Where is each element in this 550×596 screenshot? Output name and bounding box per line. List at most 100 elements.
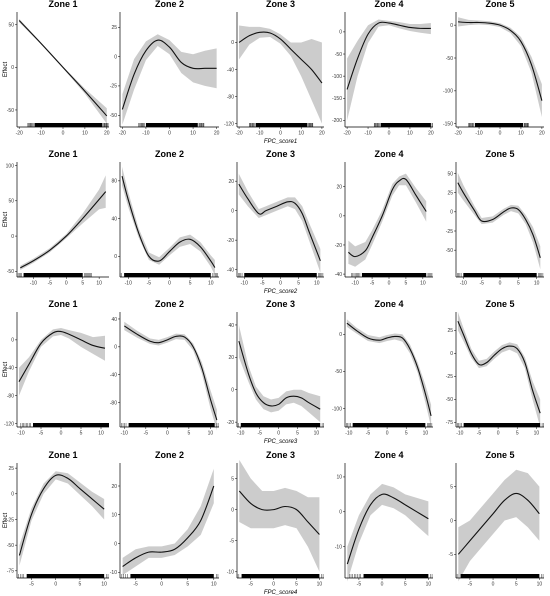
y-axis-label: Effect — [3, 212, 9, 228]
panel-3-3: Zone 3 -10 -5 0 5 10 40 20 0 -20 — [227, 299, 324, 437]
panel-3-2: Zone 2 -10 -5 0 5 10 40 0 -40 -80 — [110, 299, 219, 437]
y-tick-label: -40 — [335, 272, 342, 278]
panel-1-5: Zone 5-20 -10 0 10 200-50-100-150 — [443, 0, 545, 137]
rug-marks — [128, 423, 215, 427]
x-tick-label: 10 — [98, 431, 104, 437]
x-axis-label: FPC_score1 — [264, 139, 297, 145]
x-tick-label: 20 — [319, 131, 325, 137]
x-tick-label: -5 — [48, 281, 53, 287]
x-tick-label: 0 — [388, 131, 391, 137]
x-tick-label: 10 — [96, 281, 102, 287]
y-tick-label: -75 — [446, 420, 453, 426]
x-tick-label: 10 — [314, 431, 320, 437]
y-tick-label: -75 — [7, 569, 14, 575]
rug-marks — [474, 123, 524, 127]
panel-title: Zone 1 — [48, 450, 77, 460]
rug-marks — [352, 423, 426, 427]
panel-title: Zone 3 — [266, 299, 295, 309]
y-tick-label: -10 — [110, 570, 117, 576]
confidence-band — [122, 468, 214, 576]
x-tick-label: -10 — [30, 281, 37, 287]
rug-marks — [145, 123, 198, 127]
y-tick-label: 0 — [450, 23, 453, 29]
panel-title: Zone 3 — [266, 0, 295, 9]
x-tick-label: 0 — [166, 431, 169, 437]
x-tick-label: -10 — [345, 431, 352, 437]
x-tick-label: -5 — [357, 582, 362, 588]
x-tick-label: -5 — [29, 582, 34, 588]
confidence-band — [238, 173, 321, 273]
x-tick-label: -20 — [119, 131, 126, 137]
x-tick-label: 5 — [81, 281, 84, 287]
y-tick-label: 5 — [231, 476, 234, 482]
y-tick-label: -50 — [7, 543, 14, 549]
confidence-band — [19, 328, 105, 396]
y-tick-label: 10 — [336, 475, 342, 481]
y-tick-label: 20 — [111, 484, 117, 490]
rug-marks — [460, 574, 540, 578]
effect-line — [348, 177, 427, 258]
y-tick-label: -5 — [230, 539, 235, 545]
confidence-band — [347, 483, 429, 582]
y-tick-label: 0 — [11, 492, 14, 498]
x-tick-label: 20 — [104, 131, 110, 137]
effect-line — [238, 31, 323, 84]
x-tick-label: 0 — [499, 131, 502, 137]
panel-title: Zone 1 — [48, 149, 77, 159]
effect-line — [18, 20, 108, 117]
x-tick-label: 0 — [168, 281, 171, 287]
y-tick-label: 0 — [450, 210, 453, 216]
panel-title: Zone 4 — [374, 149, 403, 159]
x-axis-label: FPC_score3 — [264, 439, 298, 445]
panel-2-2: Zone 2 -10 -5 0 5 10 80 40 0 — [111, 149, 219, 287]
x-tick-label: -5 — [479, 281, 484, 287]
x-tick-label: -5 — [144, 431, 149, 437]
x-tick-label: 5 — [79, 582, 82, 588]
y-axis-label: Effect — [3, 62, 9, 78]
y-tick-label: 0 — [114, 54, 117, 60]
effect-line — [18, 474, 105, 556]
x-tick-label: 10 — [208, 431, 214, 437]
panel-4-4: Zone 4 -5 0 5 10 10 0 -10 — [335, 450, 433, 588]
rug-marks — [244, 273, 317, 277]
x-tick-label: 0 — [279, 281, 282, 287]
x-tick-label: 5 — [517, 281, 520, 287]
x-tick-label: 0 — [388, 281, 391, 287]
y-tick-label: 40 — [111, 216, 117, 222]
x-tick-label: 0 — [160, 582, 163, 588]
confidence-band — [458, 469, 540, 582]
x-tick-label: 5 — [80, 431, 83, 437]
x-tick-label: 0 — [168, 131, 171, 137]
x-tick-label: 10 — [314, 281, 320, 287]
rug-marks — [23, 273, 83, 277]
y-tick-label: 40 — [228, 323, 234, 329]
panel-2-4: Zone 4 -10 -5 0 5 10 20 0 -20 -40 — [335, 149, 433, 287]
panel-title: Zone 2 — [155, 0, 184, 9]
y-tick-label: 0 — [114, 345, 117, 351]
x-tick-label: 0 — [381, 582, 384, 588]
x-tick-label: 10 — [426, 582, 432, 588]
x-tick-label: 10 — [423, 431, 429, 437]
y-tick-label: 50 — [447, 171, 453, 177]
x-tick-label: -20 — [343, 131, 350, 137]
y-tick-label: 0 — [11, 234, 14, 240]
panel-1-1: Zone 1 -20 -10 0 10 20 50 0 -50 — [7, 0, 110, 137]
panel-title: Zone 1 — [48, 299, 77, 309]
effect-line — [238, 340, 321, 410]
x-tick-label: -5 — [370, 281, 375, 287]
y-tick-label: -20 — [227, 238, 234, 244]
x-tick-label: 10 — [298, 131, 304, 137]
panel-1-3: Zone 3 -20 -10 0 10 20 0 -40 -80 -120 — [224, 0, 325, 137]
rug-marks — [241, 574, 320, 578]
panel-4-2: Zone 2 -5 0 5 10 20 10 0 -10 — [110, 450, 219, 588]
x-tick-label: -10 — [125, 281, 132, 287]
confidence-band — [458, 17, 542, 118]
y-tick-label: -5 — [449, 552, 454, 558]
y-axis-label: Effect — [3, 362, 9, 378]
y-tick-label: 50 — [8, 199, 14, 205]
rug-marks — [130, 574, 214, 578]
x-tick-label: 20 — [428, 131, 434, 137]
